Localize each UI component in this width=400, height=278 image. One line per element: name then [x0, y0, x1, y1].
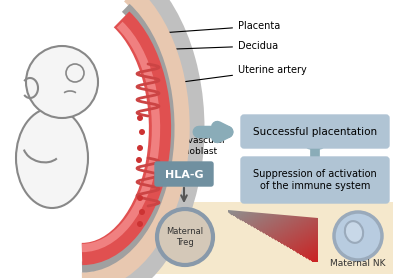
Ellipse shape [16, 108, 88, 208]
Circle shape [139, 129, 145, 135]
Circle shape [139, 209, 145, 215]
FancyBboxPatch shape [155, 162, 213, 186]
Text: Suppression of activation
of the immune system: Suppression of activation of the immune … [253, 169, 377, 191]
FancyBboxPatch shape [241, 115, 389, 148]
Circle shape [136, 157, 142, 163]
Circle shape [26, 46, 98, 118]
Text: Endovascular
Trophoblast: Endovascular Trophoblast [153, 136, 226, 161]
Text: Placenta: Placenta [149, 21, 280, 34]
Text: Uterine artery: Uterine artery [155, 65, 307, 86]
Polygon shape [228, 210, 318, 218]
FancyBboxPatch shape [145, 202, 393, 274]
FancyBboxPatch shape [241, 157, 389, 203]
Text: Maternal
Treg: Maternal Treg [166, 227, 204, 247]
Circle shape [137, 221, 143, 227]
Text: Decidua: Decidua [151, 41, 278, 51]
Circle shape [137, 115, 143, 121]
Text: Successful placentation: Successful placentation [253, 127, 377, 137]
Circle shape [66, 64, 84, 82]
Circle shape [137, 145, 143, 151]
Circle shape [157, 209, 213, 265]
Ellipse shape [345, 221, 363, 243]
Text: HLA-G: HLA-G [165, 170, 203, 180]
Circle shape [334, 212, 382, 260]
Text: Maternal NK: Maternal NK [330, 259, 386, 267]
Circle shape [137, 195, 143, 201]
